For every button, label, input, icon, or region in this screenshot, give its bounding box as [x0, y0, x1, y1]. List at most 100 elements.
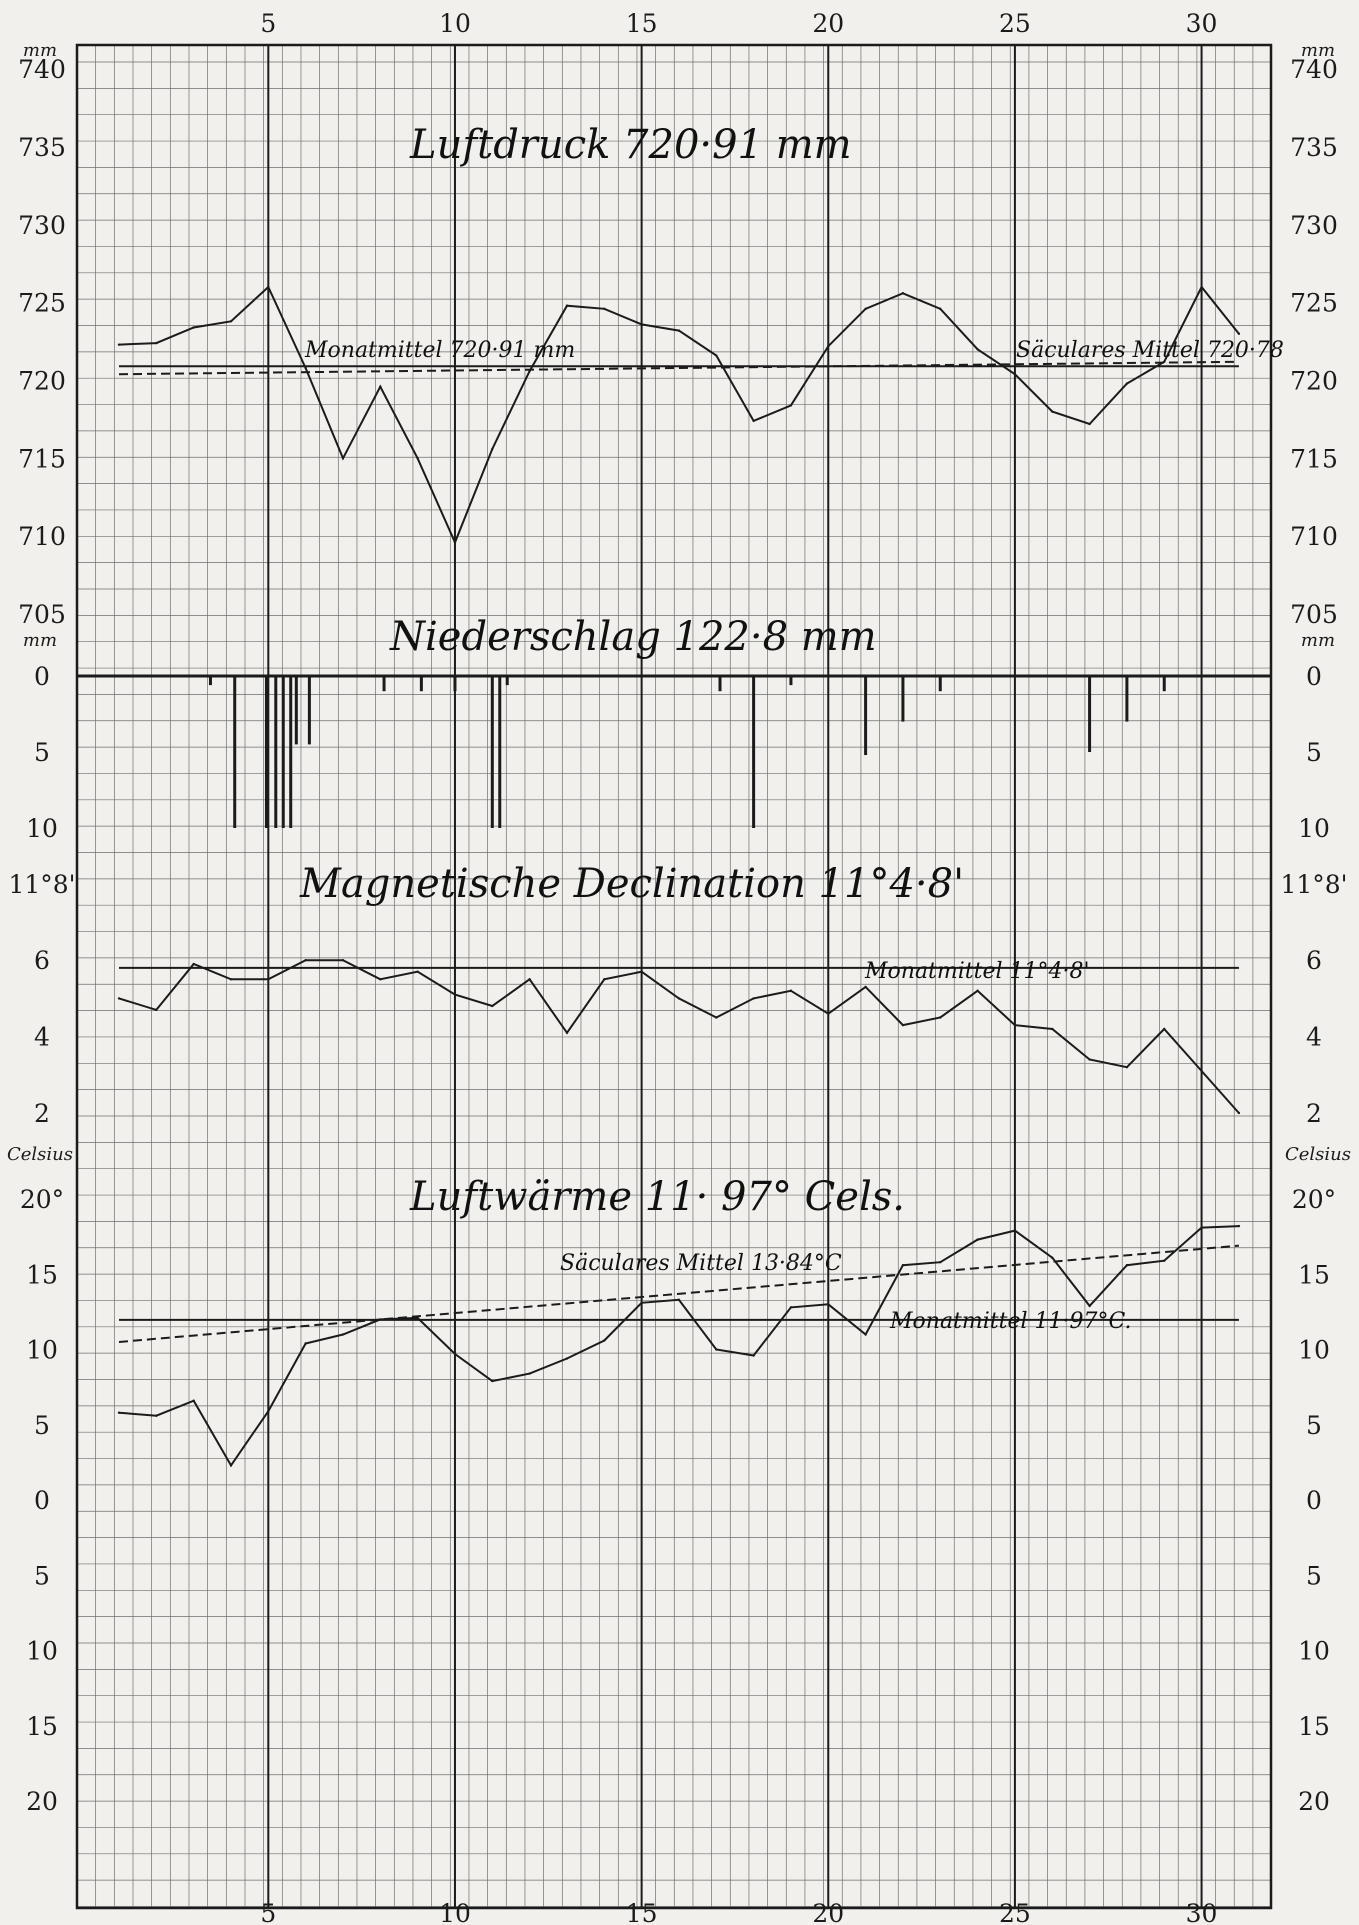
data-point-declination	[1163, 1027, 1166, 1031]
y-tick-label-left: 730	[18, 211, 66, 240]
data-point-luftdruck	[976, 348, 979, 351]
data-point-declination	[827, 1012, 830, 1015]
data-point-declination	[715, 1016, 718, 1019]
panel-titles: Luftdruck 720·91 mm Niederschlag 122·8 m…	[299, 122, 964, 1220]
precipitation-bar	[208, 676, 212, 686]
y-tick-label-right: 720	[1290, 366, 1338, 395]
data-point-luftdruck	[1237, 332, 1241, 335]
precipitation-bar	[1162, 676, 1166, 692]
x-tick-label-top: 20	[812, 9, 844, 38]
y-tick-label-right: 705	[1290, 600, 1338, 629]
data-point-luftdruck	[901, 292, 905, 295]
precipitation-bar	[938, 676, 942, 692]
data-point-declination	[565, 1031, 569, 1034]
x-tick-label-bottom: 10	[439, 1899, 471, 1925]
reference-label-declination: Monatmittel 11°4·8'	[864, 959, 1090, 984]
data-point-luftwaerme	[640, 1301, 643, 1305]
y-tick-label-left: 710	[18, 522, 66, 551]
y-tick-label-right: 15	[1298, 1712, 1330, 1741]
data-point-luftwaerme	[1051, 1256, 1054, 1259]
y-tick-label-right: 10	[1298, 1637, 1330, 1666]
reference-label-luftwaerme: Monatmittel 11·97°C.	[889, 1309, 1132, 1334]
precipitation-bar	[789, 676, 793, 686]
y-tick-label-left: 720	[18, 366, 66, 395]
data-point-declination	[677, 997, 681, 1000]
x-tick-label-bottom: 25	[999, 1899, 1031, 1925]
precipitation-bar	[264, 676, 268, 828]
y-tick-label-left: 10	[26, 1637, 58, 1666]
x-tick-label-bottom: 30	[1186, 1899, 1218, 1925]
data-point-luftdruck	[752, 419, 755, 423]
x-tick-label-top: 15	[626, 9, 658, 38]
data-point-declination	[1051, 1027, 1054, 1031]
data-point-luftdruck	[1013, 373, 1017, 376]
precipitation-bar	[718, 676, 722, 692]
reference-label-luftdruck: Monatmittel 720·91 mm	[304, 338, 575, 363]
precipitation-bar	[1125, 676, 1129, 722]
precipitation-bar	[453, 676, 457, 692]
y-tick-label-right: 6	[1306, 946, 1322, 975]
data-point-declination	[1237, 1111, 1241, 1115]
data-point-luftwaerme	[901, 1264, 905, 1267]
data-point-declination	[192, 962, 195, 966]
data-point-luftwaerme	[827, 1303, 830, 1306]
y-tick-label-right: 15	[1298, 1260, 1330, 1289]
data-point-luftdruck	[267, 285, 270, 289]
data-point-luftdruck	[379, 385, 382, 388]
data-point-luftdruck	[939, 307, 942, 311]
reference-line-luftwaerme	[118, 1244, 1239, 1343]
y-tick-label-right: 0	[1306, 662, 1322, 691]
unit-label-left: mm	[23, 40, 57, 61]
data-point-declination	[491, 1004, 494, 1008]
data-marks	[77, 285, 1271, 1468]
data-point-declination	[528, 978, 531, 981]
precipitation-bar	[498, 676, 502, 828]
data-point-luftwaerme	[976, 1238, 979, 1241]
data-point-luftdruck	[491, 447, 494, 451]
x-tick-label-top: 30	[1186, 9, 1218, 38]
data-point-luftwaerme	[565, 1357, 569, 1360]
y-tick-label-right: 735	[1290, 133, 1338, 162]
y-tick-label-right: 740	[1290, 55, 1338, 84]
data-point-declination	[640, 970, 643, 973]
y-tick-label-right: 10	[1298, 1336, 1330, 1365]
data-point-luftwaerme	[1088, 1304, 1091, 1308]
y-tick-label-left: 4	[34, 1023, 50, 1052]
data-point-luftwaerme	[304, 1342, 307, 1345]
precipitation-bar	[752, 676, 756, 828]
title-declination: Magnetische Declination 11°4·8'	[299, 861, 964, 907]
data-point-luftdruck	[416, 457, 419, 460]
data-point-luftwaerme	[453, 1352, 457, 1356]
data-point-declination	[453, 993, 457, 996]
data-point-luftwaerme	[1125, 1264, 1129, 1267]
data-point-luftwaerme	[864, 1333, 867, 1336]
data-point-declination	[939, 1016, 942, 1019]
data-point-declination	[603, 978, 606, 981]
data-point-luftwaerme	[117, 1411, 121, 1414]
precipitation-bar	[505, 676, 509, 686]
y-tick-label-left: 15	[26, 1260, 58, 1289]
data-point-declination	[1125, 1065, 1129, 1069]
data-point-declination	[416, 970, 419, 973]
unit-label-left: mm	[23, 630, 57, 651]
data-point-luftwaerme	[752, 1354, 755, 1357]
y-tick-label-left: 10	[26, 1336, 58, 1365]
data-point-luftwaerme	[677, 1298, 681, 1302]
reference-line-luftdruck	[118, 360, 1239, 376]
y-tick-label-right: 5	[1306, 738, 1322, 767]
precipitation-bar	[1088, 676, 1092, 752]
grid	[76, 45, 1271, 1908]
y-tick-label-left: 11°8'	[8, 870, 75, 899]
y-tick-label-left: 725	[18, 289, 66, 318]
title-niederschlag: Niederschlag 122·8 mm	[389, 614, 877, 660]
y-tick-label-left: 735	[18, 133, 66, 162]
data-point-declination	[864, 985, 867, 989]
precipitation-bar	[901, 676, 905, 722]
data-point-declination	[155, 1008, 158, 1012]
y-tick-label-left: 0	[34, 662, 50, 691]
data-point-luftdruck	[715, 354, 718, 357]
data-point-declination	[1013, 1023, 1017, 1027]
x-tick-label-bottom: 20	[812, 1899, 844, 1925]
y-tick-label-left: 20	[26, 1787, 58, 1816]
